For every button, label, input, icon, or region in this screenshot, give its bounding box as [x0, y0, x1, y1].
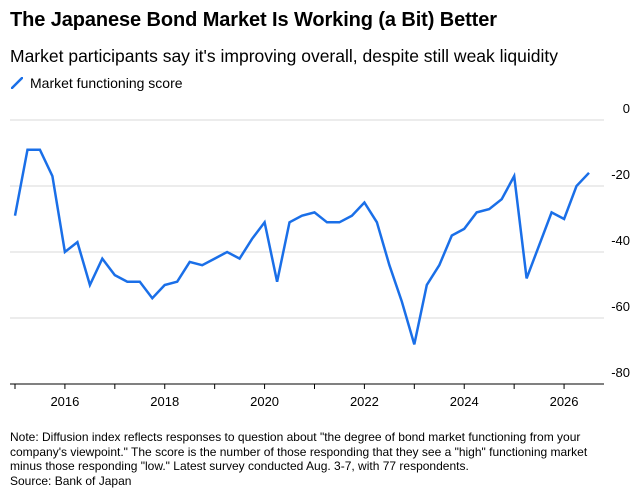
tick-labels: 0 -20 -40 -60 -80 2016 2018 2020 2022 2024 2026: [50, 101, 630, 409]
x-tick-label: 2024: [450, 394, 479, 409]
y-tick-label: -60: [611, 299, 630, 314]
note-line: Note: Diffusion index reflects responses…: [10, 430, 581, 444]
x-axis: [10, 383, 604, 389]
x-tick-label: 2022: [350, 394, 379, 409]
legend: Market functioning score: [11, 75, 183, 91]
series-line-market-functioning-score: [13, 148, 590, 345]
chart-subtitle: Market participants say it's improving o…: [10, 46, 559, 66]
y-tick-label: 0: [623, 101, 630, 116]
x-tick-label: 2020: [250, 394, 279, 409]
footnote: Note: Diffusion index reflects responses…: [10, 430, 630, 488]
y-tick-label: -20: [611, 167, 630, 182]
source-text: Source: Bank of Japan: [10, 473, 132, 488]
legend-label: Market functioning score: [30, 75, 183, 91]
x-tick-label: 2016: [50, 394, 79, 409]
x-tick-label: 2018: [150, 394, 179, 409]
series-layer: [13, 148, 590, 345]
y-tick-label: -40: [611, 233, 630, 248]
chart-title: The Japanese Bond Market Is Working (a B…: [10, 9, 497, 31]
note-line: company's viewpoint." The score is the n…: [10, 444, 588, 459]
y-tick-label: -80: [611, 365, 630, 380]
gridlines: [10, 119, 604, 319]
note-line: minus those responding "low." Latest sur…: [10, 459, 469, 474]
x-tick-label: 2026: [550, 394, 579, 409]
legend-line-icon: [11, 77, 23, 89]
